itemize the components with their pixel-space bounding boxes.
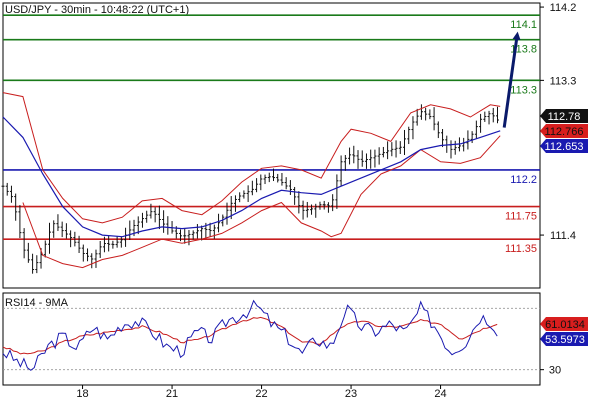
rsi-lines xyxy=(2,299,498,371)
price-badge-label: 112.653 xyxy=(545,141,584,153)
rsi-title: RSI14 - 9MA xyxy=(5,297,69,309)
price-badge xyxy=(540,139,588,153)
x-tick-label: 23 xyxy=(345,388,357,400)
level-label: 111.75 xyxy=(505,211,537,223)
price-tick-label: 111.4 xyxy=(550,230,576,242)
moving-average-line xyxy=(2,116,501,238)
rsi-ma-line xyxy=(2,316,498,355)
rsi-badges: 61.0134 53.5973 xyxy=(540,317,588,346)
rsi-line xyxy=(2,299,498,371)
level-label: 113.3 xyxy=(510,84,537,96)
rsi-badge-label: 53.5973 xyxy=(545,334,585,346)
x-tick-label: 22 xyxy=(255,388,267,400)
price-badges: 112.78 112.766 112.653 xyxy=(540,109,588,153)
price-badge-label: 112.78 xyxy=(548,111,581,123)
x-tick-label: 21 xyxy=(166,388,178,400)
rsi-axis: 30 xyxy=(540,365,561,377)
level-label: 111.35 xyxy=(505,243,537,255)
rsi-guides xyxy=(3,307,540,371)
price-badge-label: 112.766 xyxy=(545,126,584,138)
projection-line xyxy=(502,31,521,128)
x-tick-label: 18 xyxy=(76,388,88,400)
moving-average xyxy=(2,116,501,238)
price-badge xyxy=(540,124,588,138)
price-tick-label: 114.2 xyxy=(550,2,577,14)
chart-title: USD/JPY - 30min - 10:48:22 (UTC+1) xyxy=(5,4,189,16)
price-axis: 114.2 113.3 111.4 xyxy=(540,2,576,242)
price-badge xyxy=(540,109,588,123)
level-label: 114.1 xyxy=(510,19,537,31)
rsi-panel: RSI14 - 9MA 30 61.0134 53.5973 xyxy=(2,292,588,386)
rsi-badge xyxy=(540,317,588,331)
x-axis: 18 21 22 23 24 xyxy=(76,385,447,400)
x-tick-label: 24 xyxy=(434,388,446,400)
rsi-tick-label: 30 xyxy=(549,365,561,377)
bollinger-upper-line xyxy=(2,92,501,224)
price-tick-label: 113.3 xyxy=(550,75,577,87)
price-bars xyxy=(1,104,499,274)
rsi-badge-label: 61.0134 xyxy=(545,319,585,331)
rsi-badge xyxy=(540,332,588,346)
level-label: 112.2 xyxy=(510,174,537,186)
price-panel: USD/JPY - 30min - 10:48:22 (UTC+1) 114.1… xyxy=(1,2,588,289)
projection-arrow xyxy=(502,31,521,128)
